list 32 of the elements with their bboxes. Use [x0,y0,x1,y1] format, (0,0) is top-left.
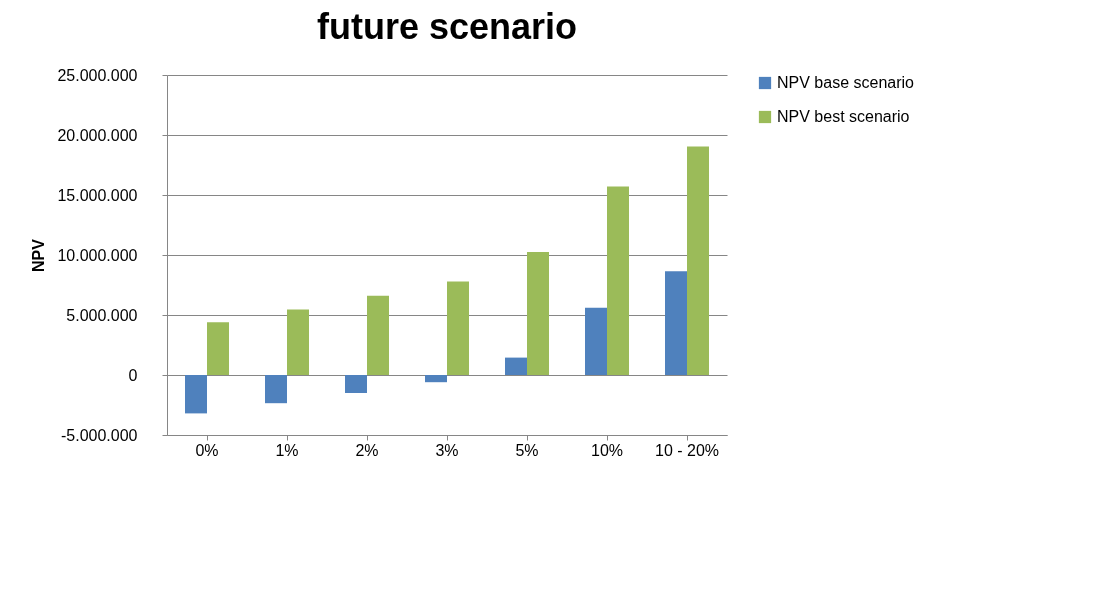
y-tick-label: -5.000.000 [60,426,138,444]
bar [185,375,207,414]
y-axis-title: NPV [30,238,48,272]
x-tick-label: 10 - 20% [654,441,720,459]
bar [425,375,447,383]
y-tick-label: 20.000.000 [57,126,138,144]
bar [265,375,287,404]
bar [585,307,607,375]
x-tick-label: 0% [195,441,219,459]
y-tick-label: 0 [128,366,138,384]
x-tick-label: 1% [275,441,299,459]
bar [505,357,527,375]
chart-title: future scenario [316,6,578,47]
x-tick-label: 10% [590,441,624,459]
y-tick-label: 5.000.000 [66,306,138,324]
y-tick-label: 10.000.000 [57,246,138,264]
y-tick-label: 25.000.000 [57,66,138,84]
bar [527,252,549,375]
bar [665,271,687,375]
bar [687,146,709,375]
x-tick-label: 3% [435,441,459,459]
x-tick-label: 2% [355,441,379,459]
bar [207,322,229,375]
x-tick-label: 5% [515,441,539,459]
legend-label: NPV best scenario [777,108,910,125]
bar [367,295,389,375]
bar [287,309,309,375]
y-tick-label: 15.000.000 [57,186,138,204]
bar [607,186,629,375]
legend-label: NPV base scenario [777,74,915,91]
bar [447,281,469,375]
bar [345,375,367,393]
